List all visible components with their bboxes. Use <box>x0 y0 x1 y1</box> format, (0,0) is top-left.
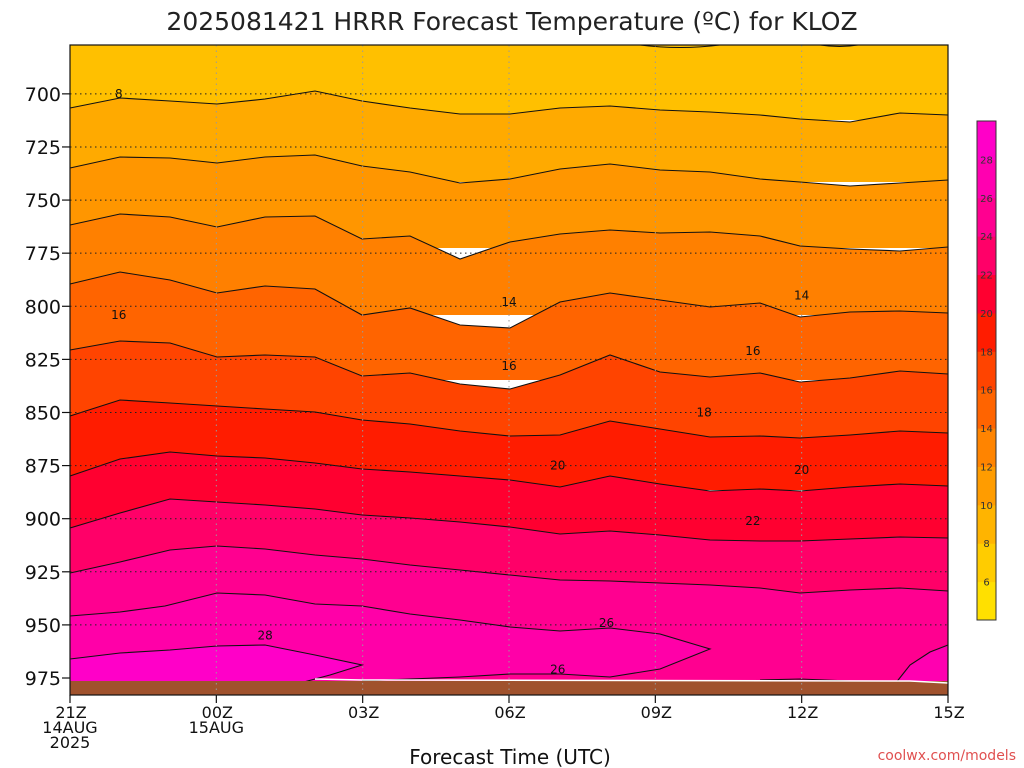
colorbar-swatch <box>977 197 996 237</box>
colorbar-label: 12 <box>980 462 993 473</box>
contour-line <box>69 271 949 329</box>
contour-line <box>894 644 949 685</box>
plot-area: 8 16 14 14 16 16 18 20 20 22 26 26 28 <box>69 44 949 696</box>
x-tick-label: 2025 <box>50 733 91 752</box>
colorbar-swatch <box>977 389 996 429</box>
colorbar-label: 24 <box>980 232 993 243</box>
contour-lines <box>69 44 949 685</box>
horizontal-gridlines <box>70 93 948 626</box>
y-tick-label: 775 <box>25 243 61 265</box>
contour-label: 16 <box>111 308 126 322</box>
x-tick-label: 00Z <box>202 703 233 722</box>
contour-line <box>69 154 949 187</box>
contour-line <box>69 644 365 684</box>
y-tick-label: 850 <box>25 402 61 424</box>
contour-label: 26 <box>599 616 614 630</box>
colorbar-swatch <box>977 121 996 160</box>
colorbar-swatch <box>977 159 996 199</box>
contour-label: 26 <box>550 663 565 677</box>
colorbar-label: 16 <box>980 386 993 397</box>
band-30 <box>70 645 362 684</box>
colorbar-frame <box>976 120 997 621</box>
y-tick-label: 950 <box>25 615 61 637</box>
contour-label: 8 <box>115 87 123 101</box>
contour-line <box>639 44 721 49</box>
colorbar-swatch <box>977 312 996 352</box>
contour-label: 28 <box>257 629 272 643</box>
credit-text[interactable]: coolwx.com/models <box>878 748 1016 764</box>
colorbar-label: 26 <box>980 194 993 205</box>
contour-line <box>69 498 949 542</box>
contour-line <box>69 399 949 439</box>
colorbar-label: 10 <box>980 501 993 512</box>
colorbar-label: 18 <box>980 347 993 358</box>
y-tick-label: 700 <box>25 84 61 106</box>
x-tick-label: 15Z <box>933 703 964 722</box>
y-tick-label: 825 <box>25 349 61 371</box>
contour-line <box>69 340 949 390</box>
contour-label: 18 <box>696 405 711 419</box>
contour-labels: 8 16 14 14 16 16 18 20 20 22 26 26 28 <box>111 87 809 677</box>
contour-label: 14 <box>501 295 516 309</box>
contour-label: 20 <box>550 459 565 473</box>
y-tick-label: 725 <box>25 137 61 159</box>
x-tick-label: 21Z <box>55 703 86 722</box>
contour-label: 22 <box>745 514 760 528</box>
x-axis-label: Forecast Time (UTC) <box>409 745 611 768</box>
x-tick-label: 03Z <box>348 703 379 722</box>
contour-line <box>69 213 949 260</box>
y-tick-label: 900 <box>25 509 61 531</box>
colorbar-swatch <box>977 543 996 583</box>
x-tick-label: 06Z <box>494 703 525 722</box>
x-tick-label: 14AUG <box>42 718 97 737</box>
colorbar-swatch <box>977 581 996 621</box>
y-tick-label: 975 <box>25 668 61 690</box>
x-tick-label: 15AUG <box>189 718 244 737</box>
y-tick-label: 925 <box>25 562 61 584</box>
colorbar-swatch <box>977 236 996 276</box>
colorbar-swatch <box>977 466 996 506</box>
y-tick-label: 875 <box>25 456 61 478</box>
band-16 <box>70 272 948 380</box>
colorbar-swatch <box>977 504 996 544</box>
contour-label: 14 <box>794 289 809 303</box>
colorbar-label: 6 <box>983 578 989 589</box>
contour-line <box>69 451 949 492</box>
contour-label: 16 <box>501 359 516 373</box>
x-tick-label: 12Z <box>787 703 818 722</box>
contour-label: 16 <box>745 344 760 358</box>
ground-terrain <box>70 681 948 695</box>
colorbar-label: 28 <box>980 155 993 166</box>
y-tick-label: 750 <box>25 190 61 212</box>
contour-line <box>69 592 712 682</box>
colorbar-swatch <box>977 351 996 391</box>
colorbar-label: 14 <box>980 424 993 435</box>
x-tick-label: 09Z <box>641 703 672 722</box>
chart-title: 2025081421 HRRR Forecast Temperature (ºC… <box>166 7 857 36</box>
ground-edge <box>314 678 949 684</box>
contour-label: 20 <box>794 463 809 477</box>
band-30-right <box>895 645 948 684</box>
colorbar-label: 22 <box>980 271 993 282</box>
y-axis: 700 725 750 775 800 825 850 875 900 925 950 975 <box>25 84 70 690</box>
colorbar-label: 8 <box>983 539 989 550</box>
colorbar-label: 20 <box>980 309 993 320</box>
vertical-gridlines <box>215 45 803 695</box>
colorbar-swatch <box>977 428 996 467</box>
colorbar-swatch <box>977 274 996 314</box>
colorbar: 6 8 10 12 14 16 18 20 22 24 26 28 <box>976 120 997 621</box>
contour-line <box>69 545 949 594</box>
y-tick-label: 800 <box>25 296 61 318</box>
contour-line <box>69 90 949 123</box>
